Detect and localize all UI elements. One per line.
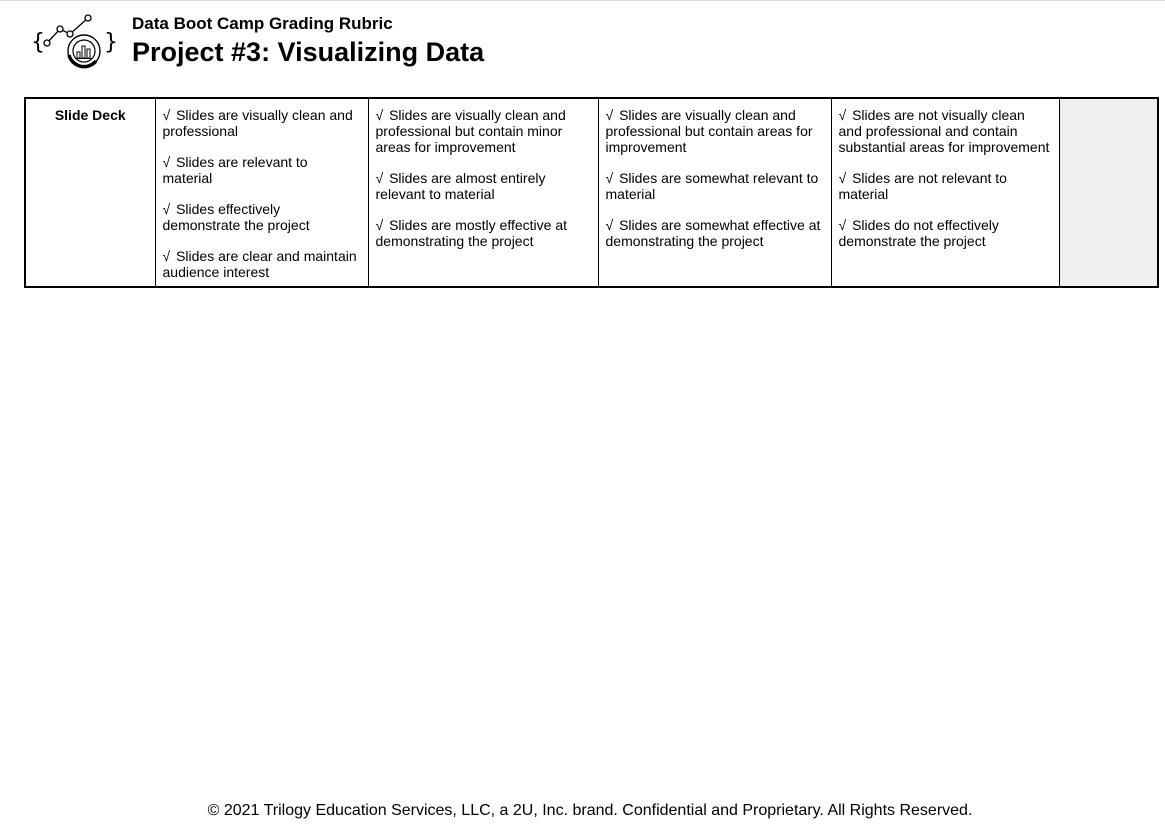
criterion-cell: Slide Deck <box>24 97 156 288</box>
rubric-level-2-cell: √ Slides are visually clean and professi… <box>367 97 599 288</box>
checkmark-icon: √ <box>162 154 171 170</box>
rubric-item: √ Slides are not visually clean and prof… <box>838 107 1050 155</box>
checkmark-icon: √ <box>162 107 171 123</box>
checkmark-icon: √ <box>605 170 614 186</box>
rubric-item: √ Slides are visually clean and professi… <box>375 107 566 155</box>
checkmark-icon: √ <box>162 248 171 264</box>
rubric-item: √ Slides are relevant to material <box>162 154 308 186</box>
rubric-row-slide-deck: Slide Deck √ Slides are visually clean a… <box>24 97 1159 288</box>
svg-text:{: { <box>31 30 45 55</box>
rubric-subtitle: Data Boot Camp Grading Rubric <box>132 14 393 33</box>
rubric-item: √ Slides are visually clean and professi… <box>605 107 813 155</box>
data-chart-logo-icon: { } <box>31 14 118 69</box>
rubric-item: √ Slides do not effectively demonstrate … <box>838 217 999 249</box>
rubric-item: √ Slides are clear and maintain audience… <box>162 248 357 280</box>
page-top-rule <box>0 0 1165 1</box>
checkmark-icon: √ <box>605 107 614 123</box>
rubric-item: √ Slides are somewhat relevant to materi… <box>605 170 819 202</box>
rubric-item: √ Slides are almost entirely relevant to… <box>375 170 546 202</box>
rubric-item: √ Slides are somewhat effective at demon… <box>605 217 821 249</box>
checkmark-icon: √ <box>605 217 614 233</box>
rubric-item: √ Slides are not relevant to material <box>838 170 1007 202</box>
checkmark-icon: √ <box>375 170 384 186</box>
rubric-level-1-cell: √ Slides are visually clean and professi… <box>154 97 369 288</box>
checkmark-icon: √ <box>838 107 847 123</box>
score-cell <box>1058 97 1159 288</box>
rubric-level-4-cell: √ Slides are not visually clean and prof… <box>830 97 1060 288</box>
rubric-level-3-cell: √ Slides are visually clean and professi… <box>597 97 832 288</box>
project-title: Project #3: Visualizing Data <box>132 37 485 67</box>
checkmark-icon: √ <box>375 107 384 123</box>
svg-text:}: } <box>104 30 118 55</box>
copyright-footer: © 2021 Trilogy Education Services, LLC, … <box>207 802 973 819</box>
checkmark-icon: √ <box>162 201 171 217</box>
rubric-item: √ Slides are visually clean and professi… <box>162 107 353 139</box>
rubric-item: √ Slides are mostly effective at demonst… <box>375 217 568 249</box>
rubric-table: Slide Deck √ Slides are visually clean a… <box>24 97 1159 288</box>
page-header: { } Data Boot Camp Grading Rubric Projec… <box>30 10 484 72</box>
checkmark-icon: √ <box>838 170 847 186</box>
checkmark-icon: √ <box>838 217 847 233</box>
checkmark-icon: √ <box>375 217 384 233</box>
header-titles: Data Boot Camp Grading Rubric Project #3… <box>132 10 484 69</box>
rubric-item: √ Slides effectively demonstrate the pro… <box>162 201 310 233</box>
